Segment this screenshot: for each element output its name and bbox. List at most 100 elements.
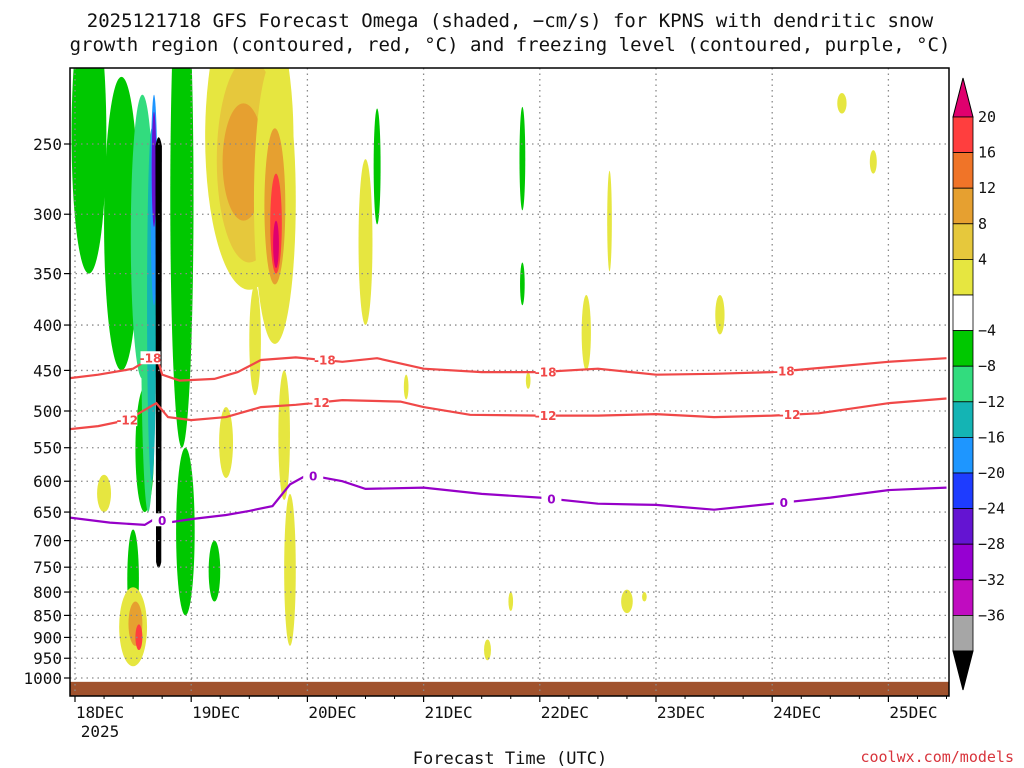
omega-blob: [621, 589, 633, 614]
omega-blob: [607, 170, 612, 272]
y-tick-label: 900: [33, 628, 62, 647]
colorbar-label: 4: [978, 250, 987, 268]
contour-label: -12: [116, 414, 138, 428]
x-tick-label: 19DEC: [192, 703, 240, 722]
plot-frame: [69, 67, 950, 697]
colorbar-label: −32: [978, 571, 1005, 589]
y-tick-label: 1000: [23, 669, 62, 688]
omega-blob: [170, 68, 194, 448]
colorbar-box: [952, 543, 974, 581]
contour-label-bg: [773, 495, 794, 509]
contour-label: -18: [773, 365, 795, 379]
colorbar-box: [952, 436, 974, 474]
x-year-label: 2025: [81, 722, 120, 741]
y-tick-label: 950: [33, 649, 62, 668]
omega-blob: [869, 150, 877, 174]
x-tick-label: 24DEC: [773, 703, 821, 722]
colorbar-box: [952, 258, 974, 296]
pressure-axis: 250 300 350 400 450 500 550 600 650 700 750 800 850 9…: [23, 135, 70, 688]
y-tick-label: 850: [33, 606, 62, 625]
contour-label: -18: [314, 354, 336, 368]
contour-label-bg: [541, 491, 562, 505]
omega-shading: [71, 68, 877, 667]
contour-label-bg: [140, 351, 161, 365]
x-tick-label: 21DEC: [425, 703, 473, 722]
x-tick-label: 23DEC: [657, 703, 705, 722]
contour-label: -18: [535, 365, 557, 379]
omega-blob: [715, 295, 725, 335]
contour-label: -12: [535, 409, 557, 423]
colorbar-box: [952, 294, 974, 331]
contour-label-bg: [779, 407, 800, 421]
omega-blob: [278, 370, 290, 501]
colorbar-box: [952, 187, 974, 225]
omega-blob: [520, 262, 525, 306]
y-tick-label: 600: [33, 472, 62, 491]
colorbar-box: [952, 508, 974, 545]
contour-label-bg: [773, 364, 794, 378]
contour-label-bg: [535, 364, 556, 378]
x-tick-label: 20DEC: [308, 703, 356, 722]
colorbar-box: [952, 223, 974, 260]
y-tick-label: 700: [33, 532, 62, 551]
omega-blob: [151, 111, 157, 227]
omega-blob: [519, 106, 526, 211]
colorbar-label: −16: [978, 428, 1005, 446]
contour-label: 0: [309, 469, 317, 483]
contour-label-bg: [152, 513, 173, 527]
colorbar-box: [952, 330, 974, 367]
credit-text[interactable]: coolwx.com/models: [860, 748, 1014, 766]
contour-label-bg: [535, 408, 556, 422]
colorbar-label: 20: [978, 108, 996, 126]
contour-label-bg: [117, 413, 138, 427]
x-tick-label: 18DEC: [76, 703, 124, 722]
contour-freezing-0: [70, 473, 947, 527]
y-tick-label: 300: [33, 205, 62, 224]
colorbar-label: −4: [978, 322, 996, 340]
colorbar-label: 16: [978, 144, 996, 162]
contour-label: 0: [547, 492, 555, 506]
omega-blob: [219, 407, 234, 479]
y-tick-label: 350: [33, 265, 62, 284]
colorbar-label: 8: [978, 215, 987, 233]
omega-blob: [403, 374, 409, 400]
omega-blob: [249, 284, 261, 396]
omega-blob: [71, 68, 107, 274]
x-tick-label: 22DEC: [541, 703, 589, 722]
colorbar-box: [952, 116, 974, 153]
y-tick-label: 400: [33, 316, 62, 335]
time-axis: 18DEC 19DEC 20DEC 21DEC 22DEC 23DEC 24DEC 25DEC…: [74, 696, 947, 741]
contour-lines: -18 -18 -18 -18 -12 -12 -12 -12 0 0 0 0: [70, 351, 947, 528]
y-tick-label: 450: [33, 361, 62, 380]
omega-blob: [484, 639, 491, 661]
colorbar-label: −36: [978, 606, 1005, 624]
y-tick-label: 250: [33, 135, 62, 154]
contour-label: 0: [780, 496, 788, 510]
colorbar-box: [952, 615, 974, 652]
colorbar-bottom-arrow: [952, 650, 974, 691]
y-tick-label: 800: [33, 583, 62, 602]
colorbar-label: −8: [978, 357, 996, 375]
contour-label-bg: [309, 395, 330, 409]
omega-blob: [176, 447, 195, 616]
y-tick-label: 750: [33, 558, 62, 577]
ground-terrain: [70, 681, 949, 696]
omega-blob: [284, 493, 296, 646]
y-tick-label: 550: [33, 439, 62, 458]
colorbar-label: 12: [978, 179, 996, 197]
contour-label-bg: [314, 353, 335, 367]
chart-title-line-1: 2025121718 GFS Forecast Omega (shaded, −…: [87, 10, 934, 32]
colorbar-box: [952, 152, 974, 189]
y-tick-label: 650: [33, 503, 62, 522]
omega-blob: [273, 220, 279, 269]
omega-blob: [135, 624, 143, 651]
contour-label: 0: [158, 514, 166, 528]
omega-blob: [97, 474, 112, 513]
x-axis-label: Forecast Time (UTC): [413, 749, 607, 768]
colorbar-label: −28: [978, 535, 1005, 553]
contour-dgz-12: [70, 397, 947, 431]
contour-label: -12: [779, 408, 801, 422]
colorbar-box: [952, 401, 974, 438]
contour-label-bg: [303, 468, 324, 482]
